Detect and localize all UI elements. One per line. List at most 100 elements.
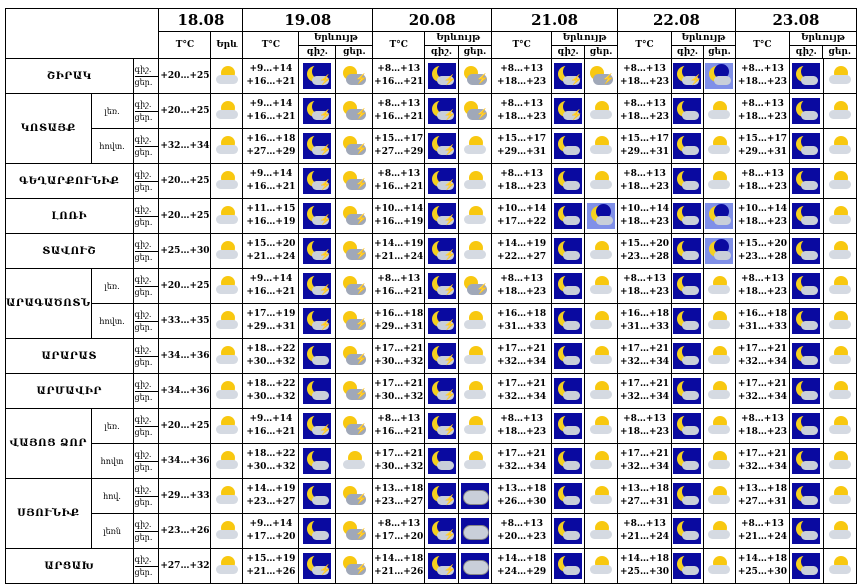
moon-cloud-icon (673, 413, 702, 439)
night-label: գիշ. (134, 519, 158, 532)
phenomenon-label: Երևույթ (790, 33, 856, 46)
icon-cell: ⚡ (551, 93, 586, 129)
cloud-shape (215, 495, 238, 504)
cloud-shape (436, 566, 454, 575)
icon-cell (822, 128, 857, 164)
cloud-shape (563, 76, 581, 85)
temperature: +8…+13 +18…+23 (491, 163, 553, 199)
cloud-shape (215, 565, 238, 574)
moon-cloud-icon (792, 238, 821, 264)
temp-header: T°C (158, 31, 212, 59)
cloud-shape (215, 355, 238, 364)
cloud-shape (708, 390, 731, 399)
bolt-shape: ⚡ (443, 425, 457, 436)
temperature: +9…+14 +16…+21 (242, 58, 300, 94)
icon-cell (458, 478, 493, 514)
cloud-shape (801, 251, 819, 260)
cloud-shape (590, 180, 613, 189)
bolt-shape: ⚡ (476, 284, 489, 295)
cloud-shape (464, 145, 487, 154)
bolt-shape: ⚡ (443, 145, 457, 156)
cloud-shape (346, 179, 367, 190)
icon-cell (788, 548, 824, 584)
temperature: +27…+32 (158, 548, 212, 584)
icon-cell (788, 198, 824, 234)
moon-cloud-icon (792, 308, 821, 334)
icon-cell (822, 338, 857, 374)
table-row: ԼՈՌԻ գիշ. ցեր. +20…+25 +11…+15 +16…+19 ⚡ ⚡ +10…+… (5, 198, 857, 234)
night-label: գիշ. (134, 449, 158, 462)
cloud-shape (312, 76, 330, 85)
icon-cell (584, 198, 619, 234)
sun-cloud-icon (587, 98, 615, 124)
night-temp: +16…+18 (497, 309, 547, 319)
icon-cell (702, 268, 736, 304)
day-temp: +32…+34 (619, 357, 670, 367)
night-label: գիշ. (134, 484, 158, 497)
cloud-shape (312, 111, 330, 120)
night-temp: +10…+14 (737, 204, 787, 214)
temperature: +8…+13 +18…+23 (491, 408, 553, 444)
moon-shape (307, 134, 328, 152)
icon-cell (551, 268, 586, 304)
cloud-shape (215, 285, 238, 294)
cloud-shape (563, 251, 581, 260)
cloud-shape (346, 424, 367, 435)
icon-cell (822, 163, 857, 199)
temperature: +15…+20 +23…+28 (734, 233, 790, 269)
temperature: +8…+13 +16…+21 (372, 408, 426, 444)
icon-cell (788, 373, 824, 409)
icon-cell (584, 513, 619, 549)
cloud-shape (436, 111, 454, 120)
sun-storm-icon: ⚡ (461, 63, 489, 89)
day-temp: +20…+23 (497, 532, 547, 542)
cloud-shape (563, 146, 581, 155)
night-temp: +14…+18 (497, 554, 547, 564)
sun-cloud-icon (461, 203, 489, 229)
temperature: +16…+18 +31…+33 (617, 303, 672, 339)
day-label: ցեր. (134, 392, 153, 402)
temperature: +8…+13 +18…+23 (491, 93, 553, 129)
temperature: +14…+18 +25…+30 (734, 548, 790, 584)
day-temp: +32…+34 (497, 462, 547, 472)
night-temp: +8…+13 (623, 519, 666, 529)
night-temp: +17…+21 (374, 449, 424, 459)
cloud-shape (467, 74, 488, 85)
bolt-shape: ⚡ (319, 75, 332, 86)
temperature: +14…+19 +21…+24 (372, 233, 426, 269)
cloud-shape (828, 180, 851, 189)
icon-cell (822, 303, 857, 339)
region-name: ԼՈՌԻ (5, 198, 134, 234)
night-temp: +8…+13 (623, 64, 666, 74)
cloud-shape (708, 460, 731, 469)
icon-cell (210, 338, 244, 374)
region-name: ՍՅՈՒՆԻՔ (5, 478, 92, 549)
night-day-label: գիշ. ցեր. (132, 93, 160, 129)
day-label: ցեր. (134, 497, 153, 507)
temperature: +8…+13 +17…+20 (372, 513, 426, 549)
phenomenon-header: Երևույթ գիշ. ցեր. (671, 31, 736, 59)
sun-cloud-icon (461, 413, 489, 439)
day-label: ցեր. (708, 47, 731, 57)
day-temp: +32…+34 (737, 392, 787, 402)
cloud-icon (461, 483, 490, 509)
temperature: +8…+13 +18…+23 (734, 93, 790, 129)
sun-moon-cloud-icon (705, 238, 734, 264)
moon-storm-icon: ⚡ (427, 518, 456, 544)
bolt-shape: ⚡ (476, 74, 489, 85)
night-temp: +8…+13 (500, 99, 544, 109)
icon-cell (551, 128, 586, 164)
day-label: ցեր. (134, 427, 153, 437)
icon-cell (671, 198, 704, 234)
cloud-shape (828, 390, 851, 399)
cloud-shape (215, 320, 238, 329)
temperature: +16…+18 +27…+29 (242, 128, 300, 164)
sun-cloud-icon (826, 98, 854, 124)
night-label: գիշ. (134, 239, 158, 252)
icon-cell (788, 58, 824, 94)
sun-cloud-icon (461, 308, 489, 334)
icon-cell (210, 513, 244, 549)
cloud-shape (590, 460, 613, 469)
icon-cell: ⚡ (335, 513, 374, 549)
sun-cloud-icon (587, 413, 615, 439)
